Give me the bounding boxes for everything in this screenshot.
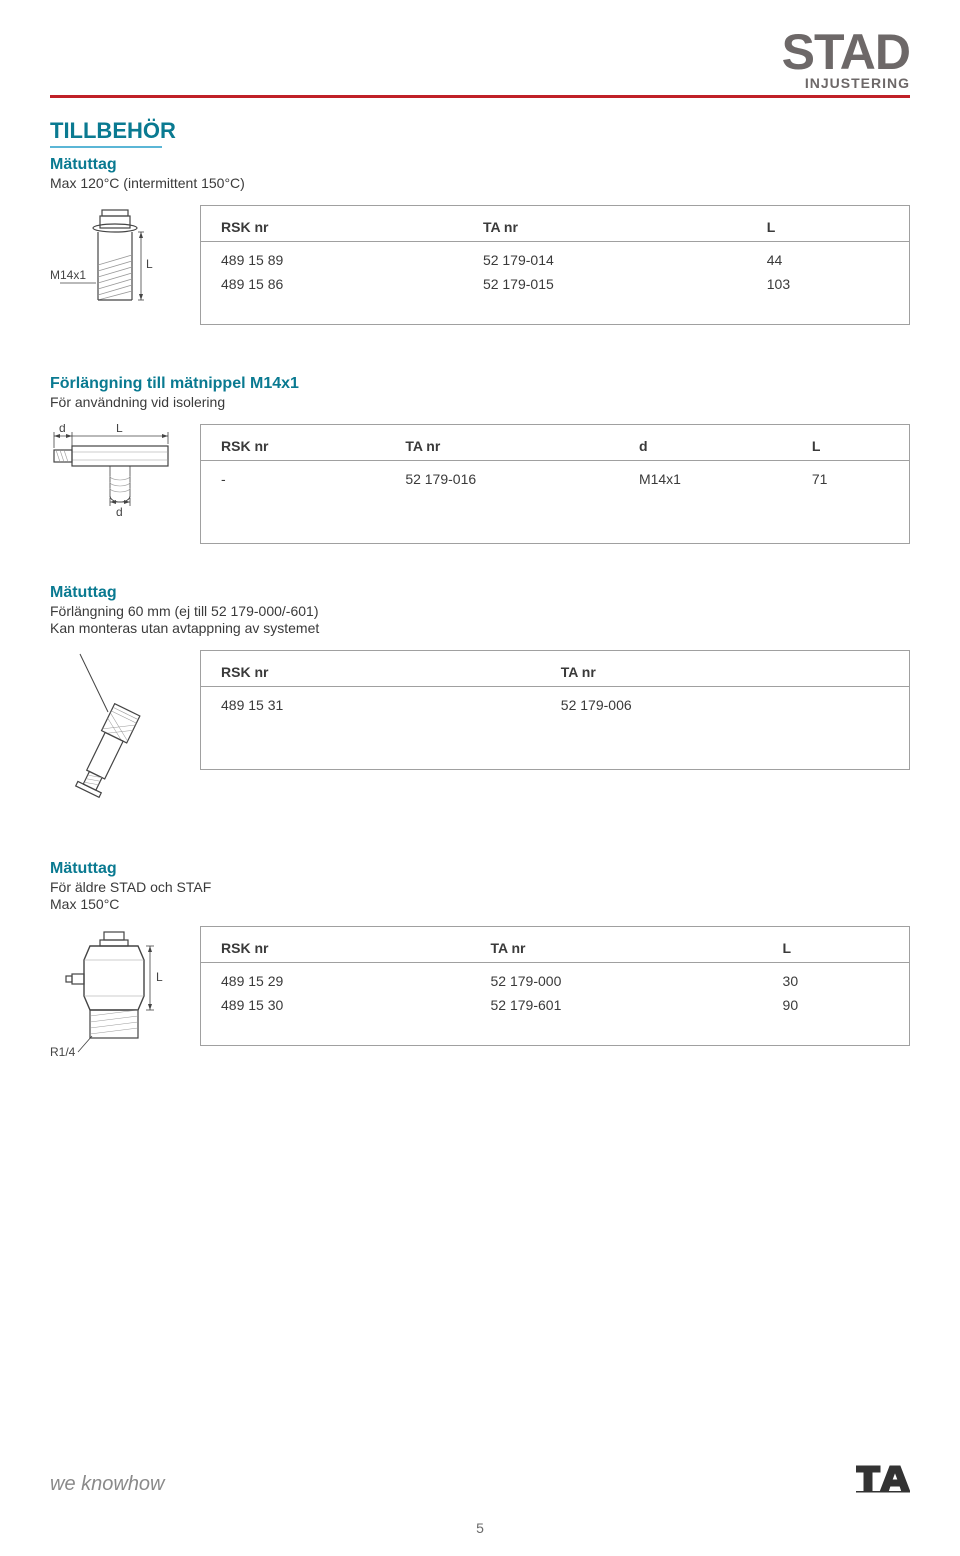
section2-diagram-d-bottom: d	[116, 505, 123, 519]
table-header: L	[792, 435, 909, 461]
table-header: d	[619, 435, 792, 461]
table-cell: 489 15 29	[201, 962, 471, 989]
brand-title: STAD	[782, 30, 910, 75]
table-header: RSK nr	[201, 937, 471, 963]
section4-desc2: Max 150°C	[50, 896, 910, 912]
table-header: RSK nr	[201, 216, 463, 242]
page-number: 5	[0, 1520, 960, 1536]
red-rule	[50, 95, 910, 98]
section1-desc: Max 120°C (intermittent 150°C)	[50, 175, 910, 191]
table-header: TA nr	[463, 216, 747, 242]
table-cell: 52 179-006	[541, 686, 909, 713]
header: STAD	[50, 30, 910, 75]
section-title-wrap: TILLBEHÖR	[50, 118, 910, 148]
section1-diagram: L M14x1	[50, 205, 180, 335]
section1-diagram-m14: M14x1	[50, 268, 86, 282]
section-title: TILLBEHÖR	[50, 118, 910, 144]
section3-diagram	[50, 650, 180, 820]
table-cell: 44	[747, 241, 909, 268]
section4-diagram-L: L	[156, 970, 163, 984]
section2-heading: Förlängning till mätnippel M14x1	[50, 375, 910, 393]
table-cell: 71	[792, 460, 909, 487]
table-cell: -	[201, 460, 385, 487]
section4-desc1: För äldre STAD och STAF	[50, 879, 910, 895]
section2-diagram: d L d	[50, 424, 180, 544]
section4-diagram-R: R1/4	[50, 1045, 76, 1059]
table-header: L	[763, 937, 909, 963]
section4-diagram: L R1/4	[50, 926, 180, 1066]
section3-heading: Mätuttag	[50, 584, 910, 602]
section1-block: L M14x1 RSK nr TA nr L 489 15 89 52 179-…	[50, 205, 910, 335]
table-cell: M14x1	[619, 460, 792, 487]
table-header: L	[747, 216, 909, 242]
table-header: RSK nr	[201, 661, 541, 687]
table-cell: 30	[763, 962, 909, 989]
section3-desc1: Förlängning 60 mm (ej till 52 179-000/-6…	[50, 603, 910, 619]
table-header: TA nr	[471, 937, 763, 963]
section2-diagram-L: L	[116, 424, 123, 435]
table-cell: 52 179-015	[463, 268, 747, 292]
table-cell: 90	[763, 989, 909, 1013]
table-header: TA nr	[541, 661, 909, 687]
table-cell: 103	[747, 268, 909, 292]
section2-desc: För användning vid isolering	[50, 394, 910, 410]
page: STAD INJUSTERING TILLBEHÖR Mätuttag Max …	[0, 0, 960, 1556]
section3-block: RSK nr TA nr 489 15 31 52 179-006	[50, 650, 910, 820]
section1-diagram-L: L	[146, 257, 153, 271]
table-cell: 489 15 86	[201, 268, 463, 292]
section2-table: RSK nr TA nr d L - 52 179-016 M14x1 71	[200, 424, 910, 544]
section4-table: RSK nr TA nr L 489 15 29 52 179-000 30 4…	[200, 926, 910, 1046]
section2-block: d L d	[50, 424, 910, 544]
section3-table: RSK nr TA nr 489 15 31 52 179-006	[200, 650, 910, 770]
table-cell: 52 179-000	[471, 962, 763, 989]
section2-diagram-d-top: d	[59, 424, 66, 435]
section4-heading: Mätuttag	[50, 860, 910, 878]
brand-subtitle: INJUSTERING	[50, 75, 910, 91]
footer: we knowhow	[50, 1462, 910, 1496]
table-cell: 489 15 89	[201, 241, 463, 268]
table-header: RSK nr	[201, 435, 385, 461]
table-cell: 52 179-601	[471, 989, 763, 1013]
footer-slogan: we knowhow	[50, 1473, 165, 1496]
section3-desc2: Kan monteras utan avtappning av systemet	[50, 620, 910, 636]
ta-logo-icon	[856, 1462, 910, 1496]
section4-block: L R1/4 RSK nr TA nr L 489 15 29 52 179-0…	[50, 926, 910, 1066]
table-cell: 52 179-016	[385, 460, 619, 487]
table-header: TA nr	[385, 435, 619, 461]
table-cell: 489 15 30	[201, 989, 471, 1013]
section-underline	[50, 146, 162, 148]
table-cell: 489 15 31	[201, 686, 541, 713]
table-cell: 52 179-014	[463, 241, 747, 268]
section1-table: RSK nr TA nr L 489 15 89 52 179-014 44 4…	[200, 205, 910, 325]
section1-heading: Mätuttag	[50, 156, 910, 174]
